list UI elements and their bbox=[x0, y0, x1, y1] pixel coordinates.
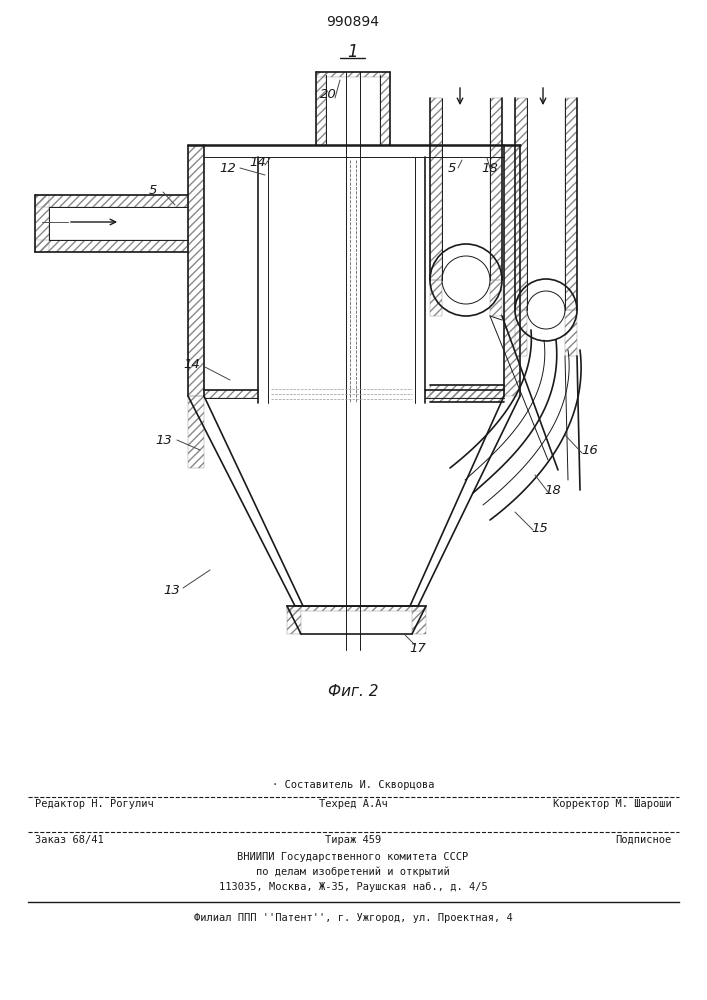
Text: Заказ 68/41: Заказ 68/41 bbox=[35, 835, 104, 845]
Text: 16: 16 bbox=[582, 444, 598, 456]
Text: 13: 13 bbox=[163, 584, 180, 596]
Text: ВНИИПИ Государственного комитета СССР: ВНИИПИ Государственного комитета СССР bbox=[238, 852, 469, 862]
Text: 5: 5 bbox=[448, 161, 456, 174]
Text: Редактор Н. Рогулич: Редактор Н. Рогулич bbox=[35, 799, 153, 809]
Text: · Составитель И. Скворцова: · Составитель И. Скворцова bbox=[271, 780, 434, 790]
Text: 113035, Москва, Ж-35, Раушская наб., д. 4/5: 113035, Москва, Ж-35, Раушская наб., д. … bbox=[218, 882, 487, 892]
Text: 17: 17 bbox=[409, 642, 426, 654]
Text: по делам изобретений и открытий: по делам изобретений и открытий bbox=[256, 867, 450, 877]
Text: 5: 5 bbox=[148, 184, 157, 196]
Text: Фиг. 2: Фиг. 2 bbox=[328, 684, 378, 700]
Text: Подписное: Подписное bbox=[616, 835, 672, 845]
Text: Корректор М. Шароши: Корректор М. Шароши bbox=[554, 799, 672, 809]
Text: 18: 18 bbox=[544, 484, 561, 496]
Text: 1: 1 bbox=[348, 43, 358, 61]
Text: 990894: 990894 bbox=[327, 15, 380, 29]
Text: 14: 14 bbox=[250, 155, 267, 168]
Text: Тираж 459: Тираж 459 bbox=[325, 835, 381, 845]
Text: 13: 13 bbox=[156, 434, 173, 446]
Text: Техред А.Ач: Техред А.Ач bbox=[319, 799, 387, 809]
Text: 15: 15 bbox=[532, 522, 549, 534]
Text: 20: 20 bbox=[320, 89, 337, 102]
Text: 12: 12 bbox=[220, 161, 236, 174]
Text: 14: 14 bbox=[184, 359, 200, 371]
Text: 18: 18 bbox=[481, 161, 498, 174]
Text: Филиал ППП ''Патент'', г. Ужгород, ул. Проектная, 4: Филиал ППП ''Патент'', г. Ужгород, ул. П… bbox=[194, 913, 513, 923]
